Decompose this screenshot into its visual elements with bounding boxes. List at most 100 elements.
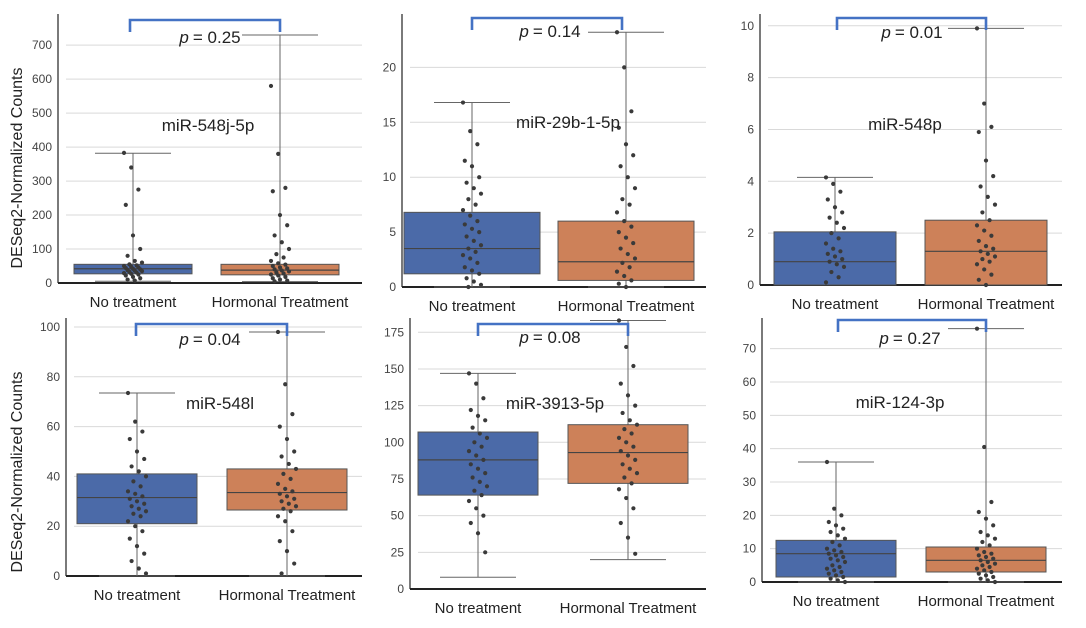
y-tick-label: 80: [47, 370, 61, 384]
data-point: [618, 164, 623, 169]
data-point: [138, 276, 143, 281]
data-point: [974, 566, 980, 571]
data-point: [469, 226, 475, 231]
data-point: [622, 219, 627, 224]
data-point: [616, 230, 621, 235]
data-point: [634, 471, 640, 476]
data-point: [833, 553, 839, 558]
box-no-treatment: [76, 473, 198, 525]
data-point: [987, 543, 992, 548]
data-point: [140, 429, 145, 434]
data-point: [466, 448, 472, 454]
y-tick-label: 0: [45, 276, 52, 290]
data-point: [836, 275, 841, 280]
data-point: [825, 251, 830, 256]
category-label: Hormonal Treatment: [219, 587, 357, 604]
data-point: [483, 471, 488, 476]
data-point: [976, 129, 981, 135]
data-point: [277, 212, 283, 218]
data-point: [824, 566, 830, 571]
mirna-title: miR-29b-1-5p: [516, 113, 620, 132]
category-label: No treatment: [94, 587, 182, 604]
y-tick-label: 50: [743, 408, 757, 422]
data-point: [622, 475, 627, 480]
p-value-text: = 0.04: [193, 330, 241, 349]
y-tick-label: 60: [743, 375, 757, 389]
p-value-label: p = 0.25: [178, 28, 240, 47]
data-point: [842, 536, 848, 541]
data-point: [839, 513, 844, 518]
data-point: [989, 499, 994, 505]
box-hormonal: [557, 220, 695, 281]
data-point: [283, 486, 288, 491]
data-point: [824, 459, 830, 465]
y-tick-label: 200: [32, 208, 52, 222]
data-point: [462, 158, 467, 163]
data-point: [631, 363, 636, 369]
p-symbol: p: [518, 328, 528, 347]
data-point: [475, 413, 481, 418]
data-point: [468, 213, 473, 218]
data-point: [841, 526, 846, 531]
data-point: [991, 523, 996, 528]
data-point: [622, 65, 627, 70]
data-point: [474, 506, 479, 511]
data-point: [140, 529, 145, 534]
y-tick-label: 150: [384, 362, 404, 376]
data-point: [466, 284, 471, 290]
data-point: [279, 454, 284, 459]
data-point: [842, 559, 848, 565]
category-label: Hormonal Treatment: [560, 600, 698, 617]
data-point: [633, 403, 638, 408]
data-point: [618, 381, 623, 386]
category-label: Hormonal Treatment: [918, 593, 1056, 610]
data-point: [281, 506, 286, 511]
data-point: [985, 559, 990, 565]
data-point: [623, 142, 629, 147]
data-point: [477, 230, 482, 235]
significance-bracket: [835, 16, 988, 30]
data-point: [978, 576, 983, 581]
data-point: [274, 252, 279, 257]
data-point: [293, 504, 299, 509]
data-point: [276, 273, 281, 278]
y-tick-label: 20: [383, 60, 397, 74]
y-tick-label: 700: [32, 38, 52, 52]
data-point: [471, 279, 476, 284]
p-value-text: = 0.27: [893, 329, 941, 348]
data-point: [270, 263, 275, 269]
data-point: [468, 462, 473, 467]
data-point: [823, 175, 829, 180]
y-tick-label: 40: [47, 469, 61, 483]
mirna-title: miR-3913-5p: [506, 394, 604, 413]
data-point: [987, 218, 992, 223]
data-point: [481, 513, 486, 518]
data-point: [469, 164, 475, 169]
data-point: [837, 543, 842, 548]
y-tick-label: 0: [747, 278, 754, 292]
data-point: [139, 269, 145, 274]
p-symbol: p: [178, 28, 188, 47]
data-point: [140, 494, 145, 499]
data-point: [292, 496, 297, 501]
data-point: [143, 571, 149, 576]
category-label: No treatment: [429, 298, 517, 315]
data-point: [989, 551, 994, 556]
y-tick-label: 70: [743, 342, 757, 356]
data-point: [284, 436, 290, 442]
data-point: [277, 424, 282, 429]
data-point: [283, 519, 288, 524]
data-point: [618, 448, 623, 454]
data-point: [838, 249, 843, 254]
data-point: [279, 571, 284, 576]
data-point: [974, 262, 980, 267]
data-point: [982, 549, 987, 555]
data-point: [831, 246, 836, 251]
data-point: [129, 165, 134, 170]
data-point: [276, 151, 281, 156]
data-point: [468, 256, 473, 261]
data-point: [275, 329, 281, 335]
category-label: No treatment: [792, 296, 880, 313]
data-point: [477, 431, 482, 436]
data-point: [136, 187, 141, 192]
